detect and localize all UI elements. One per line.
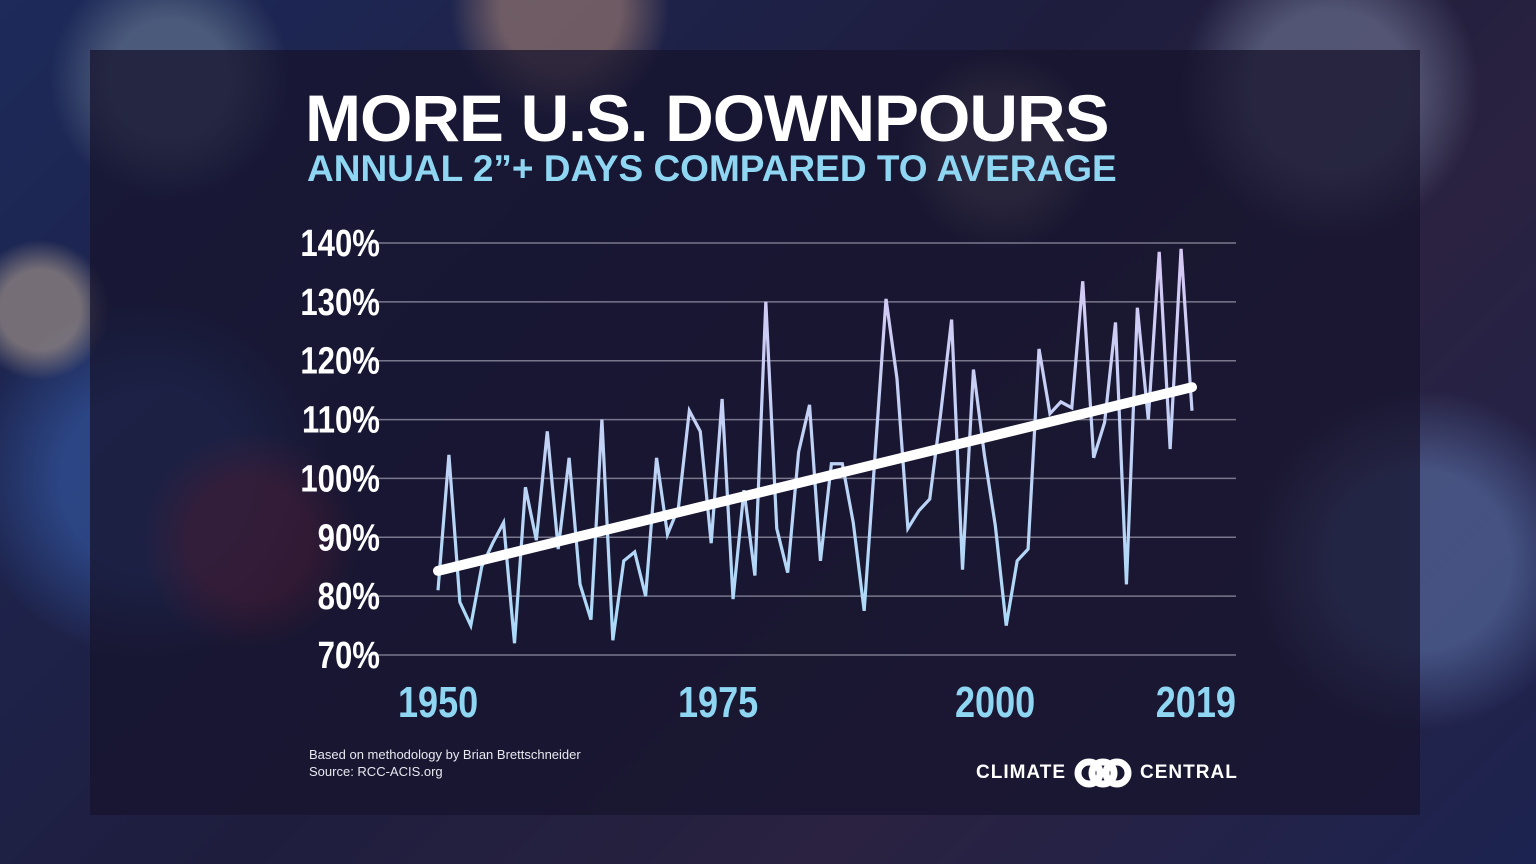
trend-line xyxy=(433,382,1197,576)
y-tick-label: 100% xyxy=(300,459,380,501)
x-tick-label: 1950 xyxy=(398,678,478,727)
series-line-downpour-days xyxy=(436,248,1194,644)
logo-text-left: CLIMATE xyxy=(976,762,1067,783)
source-note: Source: RCC-ACIS.org xyxy=(309,764,443,779)
chart-title: MORE U.S. DOWNPOURS xyxy=(305,81,1109,155)
x-tick-label: 2000 xyxy=(955,678,1035,727)
logo-rings-icon xyxy=(1074,758,1132,788)
y-tick-label: 70% xyxy=(318,635,380,677)
y-tick-label: 80% xyxy=(318,576,380,618)
y-tick-label: 120% xyxy=(300,341,380,383)
chart-subtitle: ANNUAL 2”+ DAYS COMPARED TO AVERAGE xyxy=(307,148,1117,189)
y-tick-label: 110% xyxy=(302,400,380,442)
logo-text-right: CENTRAL xyxy=(1140,762,1238,783)
x-tick-label: 1975 xyxy=(678,678,758,727)
methodology-note: Based on methodology by Brian Brettschne… xyxy=(309,747,581,762)
climate-central-logo: CLIMATE CENTRAL xyxy=(976,758,1238,788)
chart-panel xyxy=(90,50,1420,815)
x-tick-label: 2019 xyxy=(1156,678,1236,727)
y-tick-label: 130% xyxy=(300,282,380,324)
y-tick-label: 140% xyxy=(300,223,380,265)
y-tick-label: 90% xyxy=(318,517,380,559)
